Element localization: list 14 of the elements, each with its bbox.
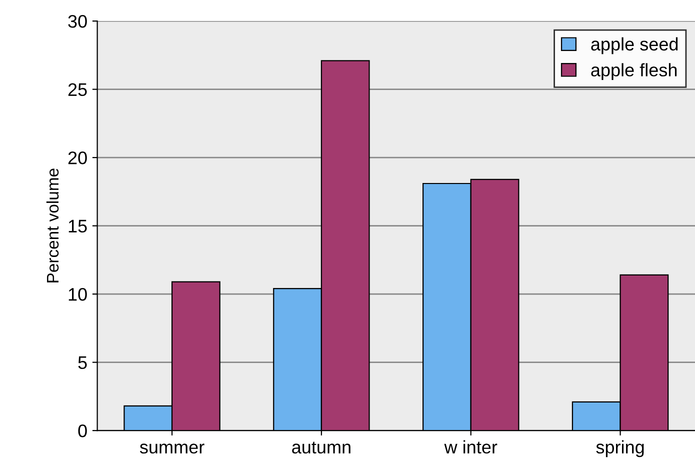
y-tick-label: 5 — [78, 356, 87, 370]
x-tick-label: autumn — [292, 442, 350, 454]
legend-label: apple seed — [591, 37, 678, 54]
y-axis-title: Percent volume — [46, 168, 59, 282]
x-tick-label: summer — [140, 444, 204, 454]
y-tick-label: 15 — [68, 220, 87, 233]
y-tick-label: 25 — [68, 83, 87, 96]
y-tick-label: 30 — [68, 14, 87, 28]
x-tick-label: spring — [596, 440, 644, 458]
y-tick-label: 20 — [68, 151, 87, 164]
y-tick-label: 0 — [78, 424, 87, 438]
legend-label: apple flesh — [591, 63, 677, 80]
y-tick-label: 10 — [68, 288, 87, 301]
x-tick-label: w inter — [444, 440, 498, 454]
